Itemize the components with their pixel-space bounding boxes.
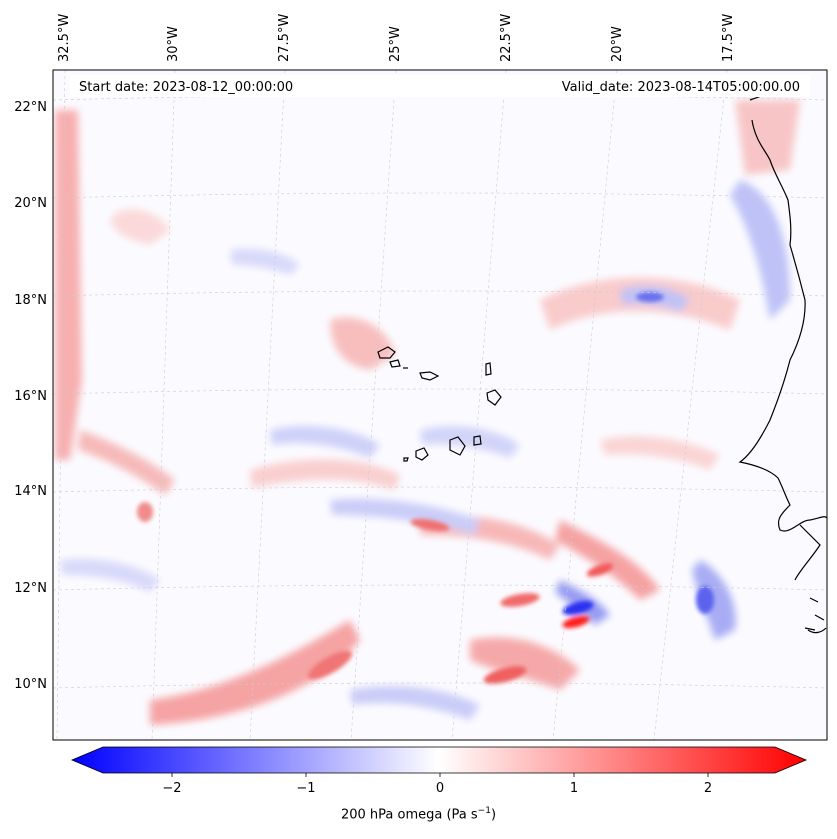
cape-verde-islands [377,346,502,462]
lon-label: 32.5°W [57,14,72,62]
longitude-labels: 32.5°W 30°W 27.5°W 25°W 22.5°W 20°W 17.5… [57,14,736,62]
colorbar-title-prefix: 200 hPa omega (Pa s [340,807,478,823]
lon-label: 27.5°W [277,14,292,62]
colorbar-tick-label: 1 [570,781,578,796]
lat-label: 20°N [14,196,47,211]
colorbar-tick-label: 0 [436,781,444,796]
lat-label: 12°N [14,581,47,596]
colorbar-tick-label: −2 [162,781,181,796]
lat-label: 16°N [14,389,47,404]
colorbar: −2 −1 0 1 2 [70,746,808,796]
colorbar-title-sup: −1 [477,806,491,816]
lon-label: 17.5°W [721,14,736,62]
lat-label: 10°N [14,677,47,692]
colorbar-title: 200 hPa omega (Pa s−1) [0,806,837,822]
lon-label: 22.5°W [499,14,514,62]
omega-field [53,70,827,740]
lat-label: 18°N [14,293,47,308]
colorbar-tick-label: 2 [704,781,712,796]
colorbar-tick-label: −1 [296,781,315,796]
lat-label: 14°N [14,484,47,499]
lat-label: 22°N [14,100,47,115]
start-date-label: Start date: 2023-08-12_00:00:00 [79,80,293,95]
map-border [52,69,828,741]
colorbar-ticks [171,773,709,777]
lon-label: 30°W [166,26,181,62]
lon-label: 20°W [610,26,625,62]
graticule [53,70,827,740]
latitude-labels: 22°N 20°N 18°N 16°N 14°N 12°N 10°N [14,100,47,692]
colorbar-title-suffix: ) [490,807,497,823]
date-box [70,75,810,97]
lon-label: 25°W [388,26,403,62]
valid-date-label: Valid_date: 2023-08-14T05:00:00.00 [562,80,800,95]
